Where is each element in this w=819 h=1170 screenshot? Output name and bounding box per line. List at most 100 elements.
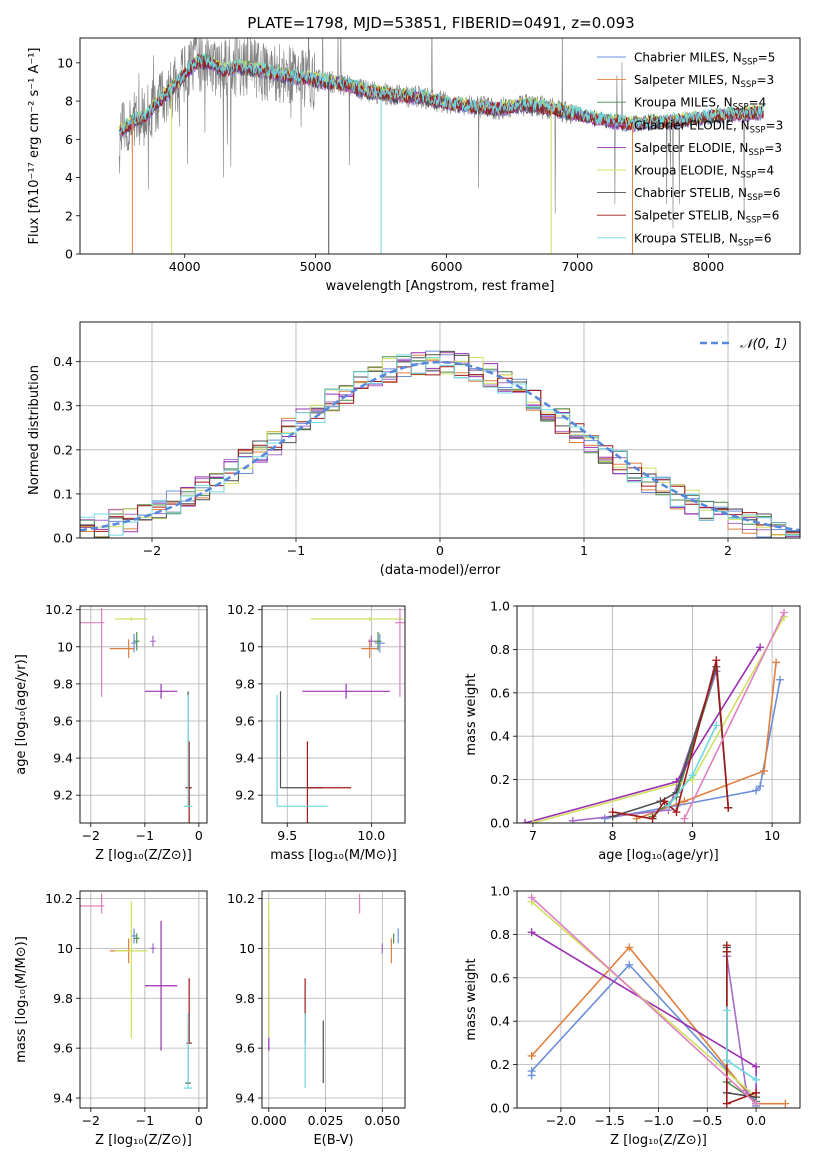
mass-weight-marker [760,766,769,775]
mass-weight-marker [608,808,617,817]
tick-label-x: 0 [195,828,203,843]
legend-value: =3 [756,73,774,87]
mass-weight-marker [712,656,721,665]
tick-label-x: 7000 [562,259,594,274]
mass-weight-marker [781,1099,790,1108]
axes-frame [79,321,801,539]
x-axis-label: age [log₁₀(age/yr)] [598,848,719,863]
tick-label-x: −2 [82,828,100,843]
axes-frame [516,890,801,1109]
tick-label-y: 10 [57,55,73,70]
axes-frame [79,37,801,255]
tick-label-x: 10 [764,828,780,843]
legend-value: =3 [766,118,784,132]
tick-label-y: 8 [65,94,73,109]
tick-label-y: 10 [239,639,255,654]
tick-label-y: 0.3 [53,398,73,413]
tick-label-y: 0.4 [490,1014,510,1029]
tick-label-y: 9.4 [53,751,73,766]
mass-weight-marker [756,643,765,652]
tick-label-y: 6 [65,132,73,147]
plot-area-weight-vs-Z [527,893,790,1108]
y-axis-label: Flux [fλ10⁻¹⁷ erg cm⁻² s⁻¹ A⁻¹] [27,48,42,245]
plot-area-mass-vs-EBV [268,893,399,1089]
x-axis-label: Z [log₁₀(Z/Z⊙)] [95,1133,192,1148]
mass-weight-marker [722,1006,731,1015]
axes-mass-vs-Z: −2 −1 0 9.4 9.6 9.8 10 10.2 Z [log₁₀(Z/Z⊙)] mass … [14,890,208,1148]
tick-label-y: 0.6 [490,970,510,985]
plot-area-age-vs-Z [80,607,193,823]
mass-weight-marker [776,675,785,684]
tick-label-y: 0.8 [490,927,510,942]
tick-label-x: 0.0 [746,1113,766,1128]
axes-weight-vs-age: 7 8 9 10 0.0 0.2 0.4 0.6 0.8 1.0 age [log₁₀(age/yr… [464,599,801,863]
x-axis-label: E(B-V) [313,1133,353,1148]
y-axis-label: mass [log₁₀(M/M⊙)] [14,936,29,1063]
tick-label-y: 10.2 [45,891,73,906]
model-spectrum-line [118,52,764,135]
mass-weight-marker [772,658,781,667]
tick-label-x: 1 [580,543,588,558]
legend-subscript: SSP [741,171,757,181]
axes-spectrum: 4000 5000 6000 7000 8000 0 2 4 6 8 10 wavelength [A… [27,37,801,294]
tick-label-y: 0.0 [490,816,510,831]
mass-weight-marker [527,1067,536,1076]
mass-weight-marker [752,1099,761,1108]
legend-subscript: SSP [742,58,758,68]
tick-label-x: 5000 [300,259,332,274]
mass-weight-marker [680,814,689,823]
mass-weight-marker [527,893,536,902]
tick-label-x: 8000 [692,259,724,274]
normal-distribution-curve [80,360,800,532]
axes-frame [79,890,208,1109]
tick-label-x: −1 [136,828,154,843]
tick-label-y: 0.4 [53,354,73,369]
legend-subscript: SSP [733,103,749,113]
tick-label-x: −1 [287,543,305,558]
tick-label-y: 10 [239,941,255,956]
tick-label-x: −2 [143,543,161,558]
mass-weight-marker [527,1051,536,1060]
legend-value: =5 [758,51,776,65]
tick-label-x: −0.5 [692,1113,722,1128]
mass-weight-marker [712,721,721,730]
axes-age-vs-Z: −2 −1 0 9.2 9.4 9.6 9.8 10 10.2 Z [log₁₀(Z/Z⊙)] ag… [14,602,208,863]
tick-label-y: 0.2 [53,442,73,457]
axes-weight-vs-Z: −2.0 −1.5 −1.0 −0.5 0.0 0.0 0.2 0.4 0.6 0.8 1.0 Z [… [464,884,801,1148]
mass-weight-marker [527,928,536,937]
legend-entry: Salpeter ELODIE, NSSP=3 [634,141,782,158]
mass-weight-marker [625,943,634,952]
axes-frame [79,605,208,824]
x-axis-label: Z [log₁₀(Z/Z⊙)] [610,1133,707,1148]
mass-weight-marker [664,801,673,810]
legend-subscript: SSP [750,125,766,135]
mass-weight-marker [520,819,529,823]
legend-subscript: SSP [746,216,762,226]
tick-label-y: 9.8 [53,991,73,1006]
tick-label-x: −1.5 [595,1113,625,1128]
plot-area-mass-vs-Z [80,893,193,1089]
x-axis-label: (data-model)/error [380,563,501,578]
tick-label-y: 10.2 [45,602,73,617]
mass-weight-line [531,896,757,1105]
axes-age-vs-mass: 9.5 10.0 9.2 9.4 9.6 9.8 10 10.2 mass [log₁₀(M/M… [227,602,406,863]
mass-weight-line [612,660,730,820]
plot-area-spectrum [118,38,764,254]
tick-label-y: 9.8 [235,676,255,691]
tick-label-y: 0.2 [490,772,510,787]
axes-frame [261,605,406,824]
tick-label-y: 9.8 [235,991,255,1006]
tick-label-x: 6000 [431,259,463,274]
tick-label-y: 10 [57,639,73,654]
mass-weight-marker [722,1056,731,1065]
tick-label-y: 0.0 [53,531,73,546]
legend-subscript: SSP [748,148,764,158]
tick-label-y: 4 [65,170,73,185]
tick-label-y: 0.1 [53,486,73,501]
tick-label-x: 2 [724,543,732,558]
tick-label-y: 0.4 [490,729,510,744]
tick-label-y: 10 [57,941,73,956]
legend-value: =3 [764,141,782,155]
